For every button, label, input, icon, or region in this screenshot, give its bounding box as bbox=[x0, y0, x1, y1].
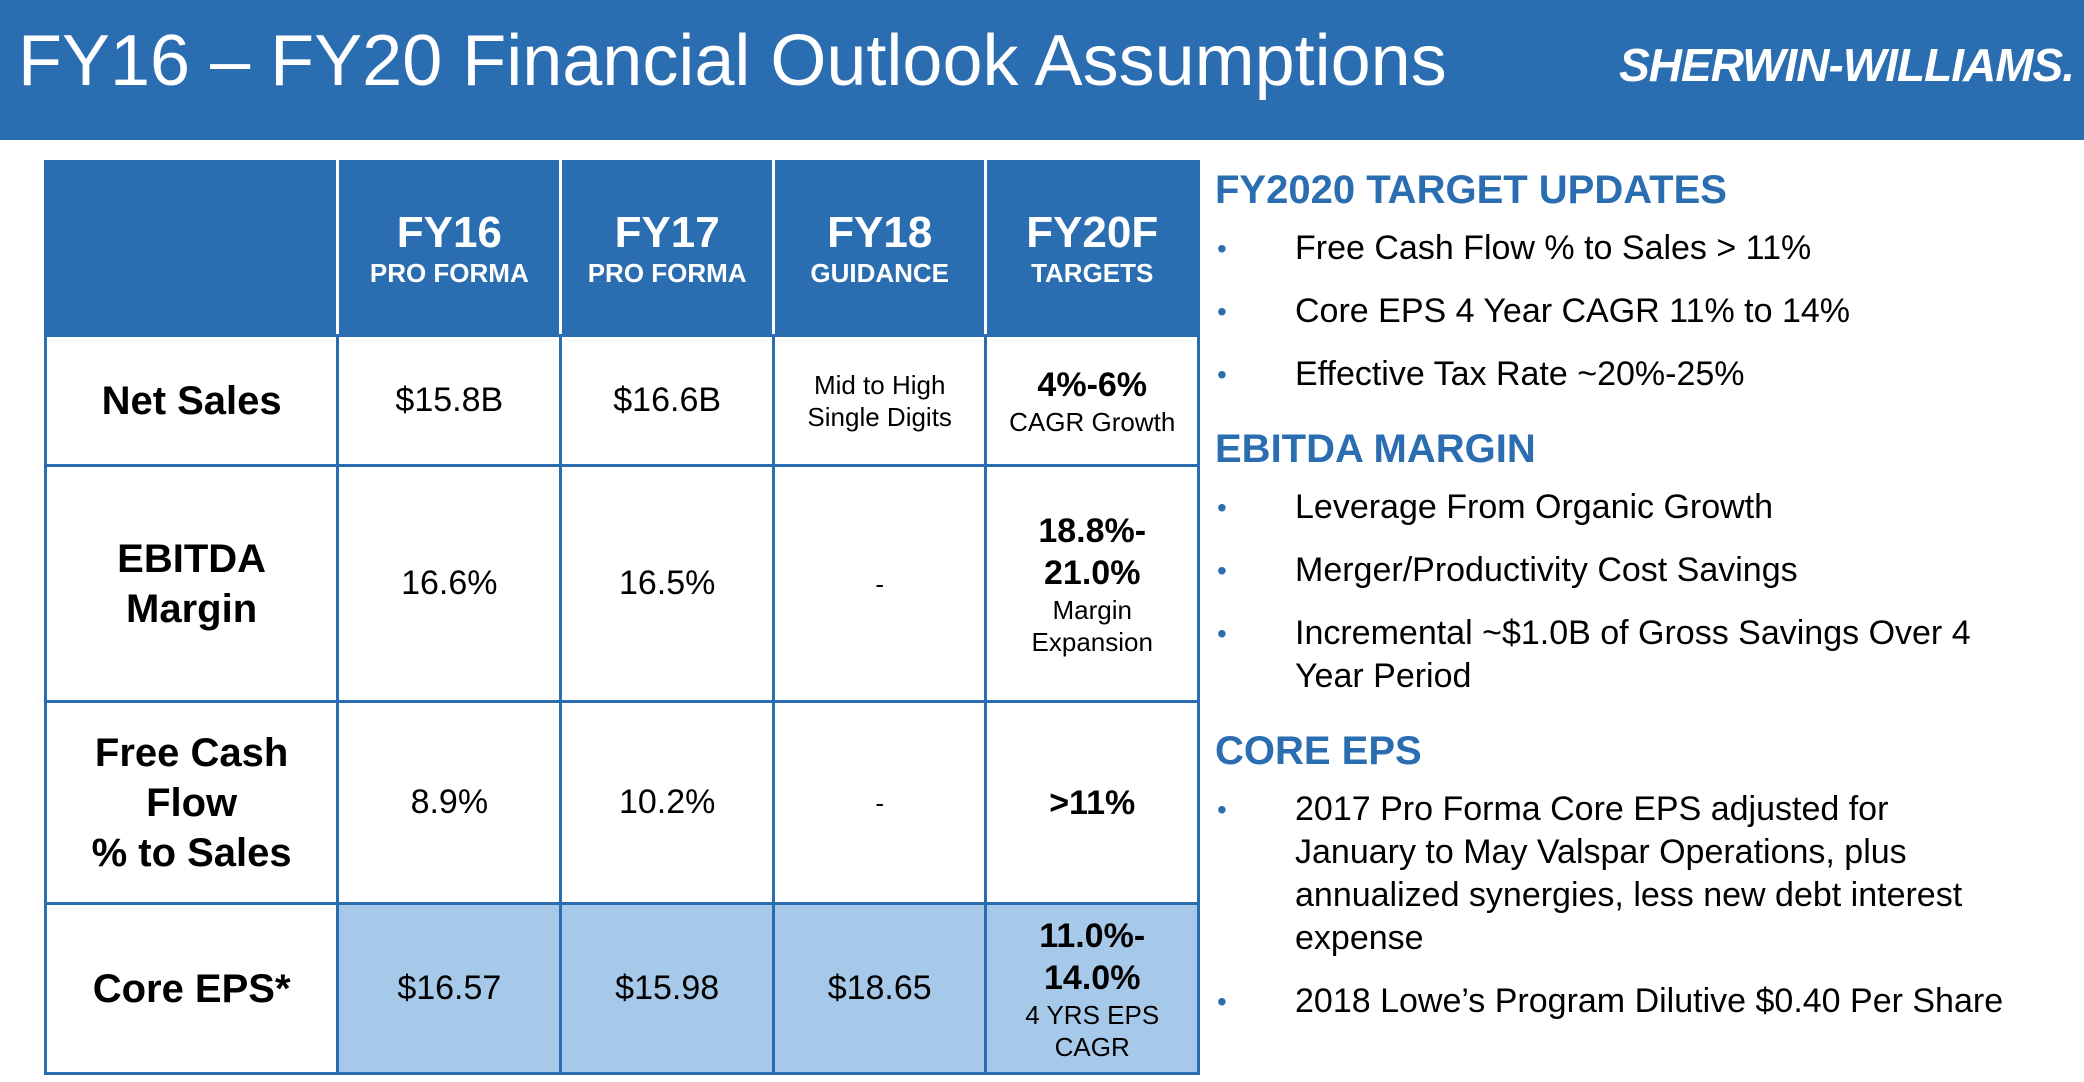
header-subtitle: PRO FORMA bbox=[369, 257, 529, 288]
section-core-eps: CORE EPS • 2017 Pro Forma Core EPS adjust… bbox=[1215, 726, 2075, 1023]
cell-fy17: 10.2% bbox=[559, 700, 775, 905]
section-fy2020-target-updates: FY2020 TARGET UPDATES • Free Cash Flow % … bbox=[1215, 165, 2075, 396]
row-label: Net Sales bbox=[43, 334, 340, 467]
header-year: FY16 bbox=[396, 207, 502, 257]
list-item: • Merger/Productivity Cost Savings bbox=[1215, 549, 2075, 592]
cell-fy18: - bbox=[771, 464, 988, 703]
row-label-line: % to Sales bbox=[91, 830, 292, 875]
header-fy17: FY17 PRO FORMA bbox=[559, 160, 775, 337]
list-item: • 2017 Pro Forma Core EPS adjusted for Ja… bbox=[1215, 788, 2075, 960]
header-subtitle: PRO FORMA bbox=[587, 257, 747, 288]
bullet-list: • 2017 Pro Forma Core EPS adjusted for Ja… bbox=[1215, 788, 2075, 1023]
bullet-icon: • bbox=[1217, 986, 1227, 1017]
cell-fy18: - bbox=[771, 700, 988, 905]
cell-text: Single Digits bbox=[807, 401, 952, 432]
cell-value: 14.0% bbox=[1044, 958, 1141, 997]
row-label-line: Free Cash bbox=[94, 730, 289, 775]
table-row-net-sales: Net Sales $15.8B $16.6B Mid to High Sing… bbox=[43, 334, 1200, 467]
section-title: EBITDA MARGIN bbox=[1215, 427, 1536, 471]
row-label: Core EPS* bbox=[43, 902, 340, 1075]
section-title: FY2020 TARGET UPDATES bbox=[1215, 168, 1727, 212]
list-item: • Leverage From Organic Growth bbox=[1215, 486, 2075, 529]
bullet-icon: • bbox=[1217, 618, 1227, 649]
cell-fy20f: 11.0%- 14.0% 4 YRS EPS CAGR bbox=[984, 902, 1200, 1075]
cell-fy20f: 4%-6% CAGR Growth bbox=[984, 334, 1200, 467]
cell-value: >11% bbox=[1049, 783, 1136, 822]
header-fy18: FY18 GUIDANCE bbox=[771, 160, 988, 337]
header-year: FY17 bbox=[614, 207, 720, 257]
row-label: Free Cash Flow % to Sales bbox=[43, 700, 340, 905]
bullet-list: • Leverage From Organic Growth • Merger/Pr… bbox=[1215, 486, 2075, 698]
cell-note: 4 YRS EPS bbox=[1025, 999, 1160, 1030]
outlook-table: FY16 PRO FORMA FY17 PRO FORMA FY18 GUIDA… bbox=[43, 160, 1200, 1075]
bullet-icon: • bbox=[1217, 296, 1227, 327]
bullet-text: Incremental ~$1.0B of Gross Savings Over… bbox=[1295, 614, 1971, 695]
header-year: FY18 bbox=[827, 207, 933, 257]
bullet-icon: • bbox=[1217, 492, 1227, 523]
list-item: • 2018 Lowe’s Program Dilutive $0.40 Per … bbox=[1215, 980, 2075, 1023]
table-row-free-cash-flow: Free Cash Flow % to Sales 8.9% 10.2% - >… bbox=[43, 700, 1200, 905]
header-year: FY20F bbox=[1026, 207, 1159, 257]
header-subtitle: GUIDANCE bbox=[810, 257, 950, 288]
header-fy20f: FY20F TARGETS bbox=[984, 160, 1200, 337]
bullet-text: Core EPS 4 Year CAGR 11% to 14% bbox=[1295, 292, 1851, 330]
cell-value: 18.8%- bbox=[1038, 511, 1147, 550]
cell-fy16: 16.6% bbox=[336, 464, 563, 703]
list-item: • Core EPS 4 Year CAGR 11% to 14% bbox=[1215, 290, 2075, 333]
cell-fy16: 8.9% bbox=[336, 700, 563, 905]
cell-value: 4%-6% bbox=[1037, 365, 1148, 404]
list-item: • Effective Tax Rate ~20%-25% bbox=[1215, 353, 2075, 396]
section-ebitda-margin: EBITDA MARGIN • Leverage From Organic Gro… bbox=[1215, 424, 2075, 698]
cell-fy16: $16.57 bbox=[336, 902, 563, 1075]
table-header-row: FY16 PRO FORMA FY17 PRO FORMA FY18 GUIDA… bbox=[43, 160, 1200, 337]
bullet-list: • Free Cash Flow % to Sales > 11% • Core E… bbox=[1215, 227, 2075, 396]
row-label: EBITDA Margin bbox=[43, 464, 340, 703]
row-label-line: EBITDA bbox=[117, 536, 267, 581]
cell-text: Mid to High bbox=[813, 369, 946, 400]
cell-fy17: 16.5% bbox=[559, 464, 775, 703]
cell-value: 11.0%- bbox=[1039, 916, 1146, 955]
header-subtitle: TARGETS bbox=[1031, 257, 1154, 288]
bullet-text: Merger/Productivity Cost Savings bbox=[1295, 551, 1798, 589]
bullet-icon: • bbox=[1217, 555, 1227, 586]
cell-fy20f: 18.8%- 21.0% Margin Expansion bbox=[984, 464, 1200, 703]
page-title: FY16 – FY20 Financial Outlook Assumption… bbox=[18, 21, 1447, 101]
bullet-text: 2017 Pro Forma Core EPS adjusted for Jan… bbox=[1295, 790, 1963, 957]
bullet-text: 2018 Lowe’s Program Dilutive $0.40 Per S… bbox=[1295, 982, 2004, 1020]
section-title: CORE EPS bbox=[1215, 729, 1422, 773]
list-item: • Incremental ~$1.0B of Gross Savings Ove… bbox=[1215, 612, 2075, 698]
cell-value: 21.0% bbox=[1044, 553, 1141, 592]
row-label-line: Flow bbox=[146, 780, 238, 825]
cell-fy18: $18.65 bbox=[771, 902, 988, 1075]
cell-fy17: $16.6B bbox=[559, 334, 775, 467]
cell-note: CAGR Growth bbox=[1009, 406, 1176, 437]
bullet-icon: • bbox=[1217, 359, 1227, 390]
cell-note: CAGR bbox=[1054, 1031, 1130, 1062]
bullet-icon: • bbox=[1217, 794, 1227, 825]
bullet-text: Effective Tax Rate ~20%-25% bbox=[1295, 355, 1745, 393]
cell-fy16: $15.8B bbox=[336, 334, 563, 467]
sherwin-williams-logo: SHERWIN-WILLIAMS. bbox=[1619, 39, 2075, 91]
header-fy16: FY16 PRO FORMA bbox=[336, 160, 563, 337]
assumptions-panel: FY2020 TARGET UPDATES • Free Cash Flow % … bbox=[1215, 165, 2075, 1051]
bullet-icon: • bbox=[1217, 233, 1227, 264]
list-item: • Free Cash Flow % to Sales > 11% bbox=[1215, 227, 2075, 270]
cell-fy17: $15.98 bbox=[559, 902, 775, 1075]
cell-note: Margin bbox=[1052, 594, 1132, 625]
header-blank-cell bbox=[43, 160, 340, 337]
bullet-text: Leverage From Organic Growth bbox=[1295, 488, 1774, 526]
cell-fy20f: >11% bbox=[984, 700, 1200, 905]
table-row-ebitda-margin: EBITDA Margin 16.6% 16.5% - 18.8%- 21.0%… bbox=[43, 464, 1200, 703]
row-label-line: Margin bbox=[126, 586, 258, 631]
title-banner: FY16 – FY20 Financial Outlook Assumption… bbox=[0, 0, 2084, 140]
cell-note: Expansion bbox=[1031, 626, 1153, 657]
bullet-text: Free Cash Flow % to Sales > 11% bbox=[1295, 229, 1812, 267]
cell-fy18: Mid to High Single Digits bbox=[771, 334, 988, 467]
table-row-core-eps: Core EPS* $16.57 $15.98 $18.65 11.0%- 14… bbox=[43, 902, 1200, 1075]
